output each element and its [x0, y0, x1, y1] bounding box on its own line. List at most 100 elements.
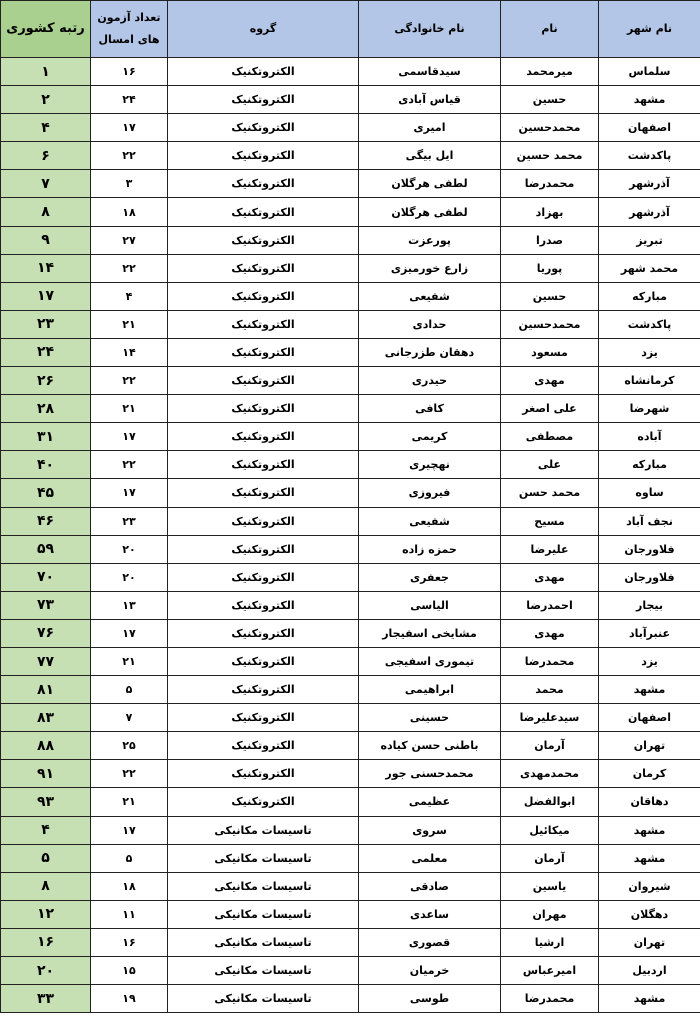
cell-exam-count: ۲۰ — [90, 562, 168, 592]
cell-exam-count: ۵ — [90, 675, 168, 705]
cell-exam-count: ۱۶ — [90, 56, 168, 87]
cell-first-name: مهدی — [500, 366, 599, 396]
cell-group: الکتروتکنیک — [167, 366, 359, 396]
cell-last-name: صادقی — [358, 871, 501, 901]
cell-first-name: حسین — [500, 281, 599, 311]
cell-first-name: بهزاد — [500, 197, 599, 227]
cell-national-rank: ۵ — [0, 843, 91, 873]
cell-first-name: علیرضا — [500, 534, 599, 564]
cell-group: الکتروتکنیک — [167, 394, 359, 424]
cell-national-rank: ۱۲ — [0, 899, 91, 929]
cell-group: الکتروتکنیک — [167, 450, 359, 480]
header-exam-count: تعداد آزمون های امسال — [90, 0, 168, 58]
cell-city: مبارکه — [598, 281, 700, 311]
cell-group: الکتروتکنیک — [167, 309, 359, 339]
cell-national-rank: ۲۶ — [0, 366, 91, 396]
cell-national-rank: ۲۳ — [0, 309, 91, 339]
cell-national-rank: ۷۰ — [0, 562, 91, 592]
cell-first-name: مسعود — [500, 337, 599, 368]
cell-national-rank: ۲۰ — [0, 955, 91, 986]
cell-last-name: طوسی — [358, 984, 501, 1014]
cell-last-name: سروی — [358, 815, 501, 845]
cell-first-name: صدرا — [500, 225, 599, 255]
table-row: آذرشهر محمدرضا لطفی هرگلان الکتروتکنیک ۳ ۷ — [0, 169, 700, 199]
cell-group: الکتروتکنیک — [167, 759, 359, 789]
cell-group: الکتروتکنیک — [167, 731, 359, 761]
table-row: تبریز صدرا پورعزت الکتروتکنیک ۲۷ ۹ — [0, 225, 700, 255]
cell-city: مشهد — [598, 675, 700, 705]
cell-exam-count: ۱۱ — [90, 899, 168, 929]
cell-city: فلاورجان — [598, 534, 700, 564]
cell-city: شهرضا — [598, 394, 700, 424]
cell-group: الکتروتکنیک — [167, 422, 359, 452]
cell-national-rank: ۴۶ — [0, 506, 91, 536]
table-row: شهرضا علی اصغر کافی الکتروتکنیک ۲۱ ۲۸ — [0, 394, 700, 424]
cell-group: الکتروتکنیک — [167, 253, 359, 283]
cell-first-name: پوریا — [500, 253, 599, 283]
table-row: اصفهان محمدحسین امیری الکتروتکنیک ۱۷ ۴ — [0, 113, 700, 143]
cell-national-rank: ۴۵ — [0, 478, 91, 508]
cell-last-name: محمدحسنی جور — [358, 759, 501, 789]
cell-exam-count: ۲۷ — [90, 225, 168, 255]
cell-first-name: یاسین — [500, 871, 599, 901]
table-row: شیروان یاسین صادقی تاسیسات مکانیکی ۱۸ ۸ — [0, 871, 700, 901]
cell-national-rank: ۸ — [0, 197, 91, 227]
cell-first-name: آرمان — [500, 843, 599, 873]
cell-last-name: امیری — [358, 113, 501, 143]
cell-city: کرمان — [598, 759, 700, 789]
cell-exam-count: ۱۷ — [90, 618, 168, 648]
table-row: کرمانشاه مهدی حیدری الکتروتکنیک ۲۲ ۲۶ — [0, 366, 700, 396]
cell-first-name: مهدی — [500, 618, 599, 648]
cell-city: آذرشهر — [598, 197, 700, 227]
cell-exam-count: ۲۲ — [90, 141, 168, 171]
cell-last-name: نهچیری — [358, 450, 501, 480]
cell-exam-count: ۱۶ — [90, 927, 168, 958]
cell-last-name: شفیعی — [358, 281, 501, 311]
table-row: آباده مصطفی کریمی الکتروتکنیک ۱۷ ۳۱ — [0, 422, 700, 452]
cell-first-name: مهدی — [500, 562, 599, 592]
cell-last-name: عظیمی — [358, 787, 501, 817]
cell-group: الکتروتکنیک — [167, 590, 359, 620]
cell-national-rank: ۲ — [0, 85, 91, 115]
cell-city: دهگلان — [598, 899, 700, 929]
table-row: بیجار احمدرضا الیاسی الکتروتکنیک ۱۳ ۷۳ — [0, 590, 700, 620]
cell-exam-count: ۷ — [90, 703, 168, 733]
cell-national-rank: ۸۱ — [0, 675, 91, 705]
cell-national-rank: ۹۱ — [0, 759, 91, 789]
cell-last-name: باطنی حسن کیاده — [358, 731, 501, 761]
cell-exam-count: ۲۱ — [90, 394, 168, 424]
table-row: دهگلان مهران ساعدی تاسیسات مکانیکی ۱۱ ۱۲ — [0, 899, 700, 929]
cell-last-name: کافی — [358, 394, 501, 424]
cell-first-name: محمدرضا — [500, 169, 599, 199]
cell-last-name: ابراهیمی — [358, 675, 501, 705]
cell-group: الکتروتکنیک — [167, 113, 359, 143]
cell-last-name: جعفری — [358, 562, 501, 592]
cell-national-rank: ۹۳ — [0, 787, 91, 817]
cell-national-rank: ۱۷ — [0, 281, 91, 311]
cell-group: الکتروتکنیک — [167, 787, 359, 817]
cell-national-rank: ۴ — [0, 113, 91, 143]
header-city: نام شهر — [598, 0, 700, 58]
table-row: فلاورجان علیرضا حمزه زاده الکتروتکنیک ۲۰ ۵۹ — [0, 534, 700, 564]
cell-first-name: مهران — [500, 899, 599, 929]
cell-group: الکتروتکنیک — [167, 675, 359, 705]
cell-group: تاسیسات مکانیکی — [167, 843, 359, 873]
cell-exam-count: ۱۷ — [90, 478, 168, 508]
cell-exam-count: ۴ — [90, 281, 168, 311]
table-row: مبارکه علی نهچیری الکتروتکنیک ۲۲ ۴۰ — [0, 450, 700, 480]
cell-exam-count: ۲۱ — [90, 309, 168, 339]
cell-exam-count: ۱۷ — [90, 422, 168, 452]
cell-exam-count: ۲۴ — [90, 85, 168, 115]
cell-last-name: ایل بیگی — [358, 141, 501, 171]
cell-exam-count: ۲۲ — [90, 366, 168, 396]
table-row: مشهد محمدرضا طوسی تاسیسات مکانیکی ۱۹ ۳۳ — [0, 984, 700, 1014]
cell-group: تاسیسات مکانیکی — [167, 871, 359, 901]
cell-last-name: زارع خورمیزی — [358, 253, 501, 283]
cell-city: کرمانشاه — [598, 366, 700, 396]
cell-national-rank: ۷۷ — [0, 646, 91, 677]
cell-exam-count: ۲۰ — [90, 534, 168, 564]
cell-exam-count: ۱۸ — [90, 197, 168, 227]
cell-last-name: لطفی هرگلان — [358, 169, 501, 199]
header-first-name: نام — [500, 0, 599, 58]
cell-city: نجف آباد — [598, 506, 700, 536]
